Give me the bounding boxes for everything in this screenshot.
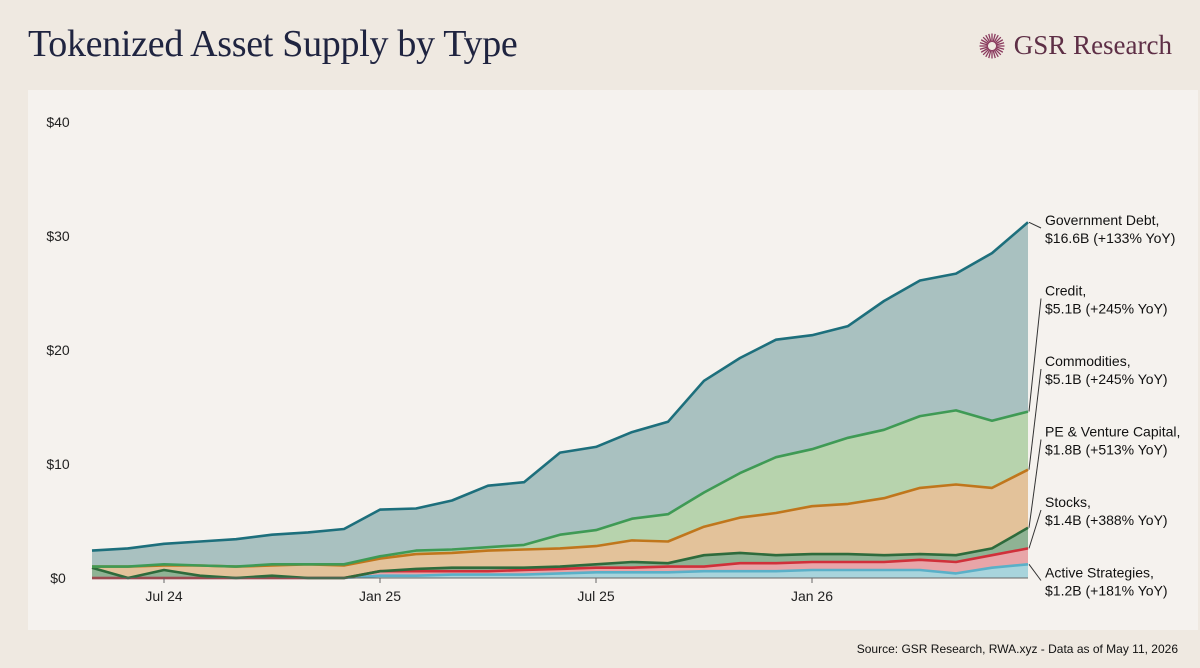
label-leader-line: [1028, 221, 1042, 229]
logo-ray: [995, 41, 1005, 46]
source-note: Source: GSR Research, RWA.xyz - Data as …: [856, 642, 1178, 656]
logo-ray: [992, 33, 996, 42]
page-title: Tokenized Asset Supply by Type: [28, 23, 518, 65]
series-label: PE & Venture Capital,: [1045, 424, 1180, 440]
logo-ray: [980, 38, 989, 45]
area-active-strategies: [92, 564, 1028, 578]
label-leader-line: [1028, 298, 1042, 412]
chart-area: $0 $10 $20 $30 $40 Jul 24 Jan 25 Jul 25 Jan 26 Go…: [28, 90, 1198, 630]
series-label: Credit,: [1045, 283, 1086, 299]
logo-ray: [995, 45, 1005, 50]
logo-ray: [994, 46, 1003, 53]
x-tick-label: Jan 26: [791, 588, 833, 604]
series-label: $16.6B (+133% YoY): [1045, 230, 1175, 246]
label-leader-line: [1028, 564, 1042, 581]
y-tick-label: $10: [46, 456, 70, 472]
logo-ray: [979, 41, 989, 46]
line-pe-venture-capital: [91, 526, 1029, 580]
series-label: Active Strategies,: [1045, 565, 1154, 581]
logo-ray: [987, 49, 992, 58]
logo-ray: [992, 49, 996, 58]
logo-ray: [993, 48, 999, 57]
logo-ray: [993, 34, 999, 43]
x-tick-label: Jul 24: [145, 588, 183, 604]
label-leader-line: [1028, 368, 1042, 470]
x-tick-label: Jul 25: [577, 588, 615, 604]
logo-ray: [979, 45, 989, 50]
y-tick-label: $40: [46, 114, 70, 130]
area-commodities: [92, 469, 1028, 578]
y-tick-label: $0: [50, 570, 66, 586]
area-government-debt: [92, 222, 1028, 567]
line-government-debt: [91, 221, 1029, 552]
logo-ray: [980, 46, 989, 53]
logo-ray: [987, 33, 992, 42]
line-credit: [92, 409, 1029, 568]
series-label: $1.8B (+513% YoY): [1045, 442, 1168, 458]
logo-ray: [994, 36, 1002, 44]
logo-ray: [982, 36, 990, 44]
logo-ray: [982, 47, 990, 55]
series-label: Government Debt,: [1045, 212, 1159, 228]
series-label: $1.2B (+181% YoY): [1045, 583, 1168, 599]
series-label: Commodities,: [1045, 353, 1131, 369]
logo-ray: [994, 47, 1002, 55]
starburst-logo-icon: [979, 33, 1005, 58]
y-tick-label: $30: [46, 228, 70, 244]
logo-ray: [994, 38, 1003, 45]
x-tick-label: Jan 25: [359, 588, 401, 604]
series-label: $1.4B (+388% YoY): [1045, 512, 1168, 528]
brand-name: GSR Research: [1013, 30, 1172, 60]
logo-ray: [984, 48, 991, 57]
stacked-area-chart: $0 $10 $20 $30 $40 Jul 24 Jan 25 Jul 25 Jan 26 Go…: [46, 114, 1180, 604]
brand: GSR Research: [978, 30, 1172, 61]
series-label: Stocks,: [1045, 494, 1091, 510]
label-leader-line: [1028, 509, 1042, 549]
series-label: $5.1B (+245% YoY): [1045, 301, 1168, 317]
y-tick-label: $20: [46, 342, 70, 358]
label-leader-line: [1028, 439, 1042, 528]
logo-ray: [984, 34, 991, 43]
series-label: $5.1B (+245% YoY): [1045, 371, 1168, 387]
